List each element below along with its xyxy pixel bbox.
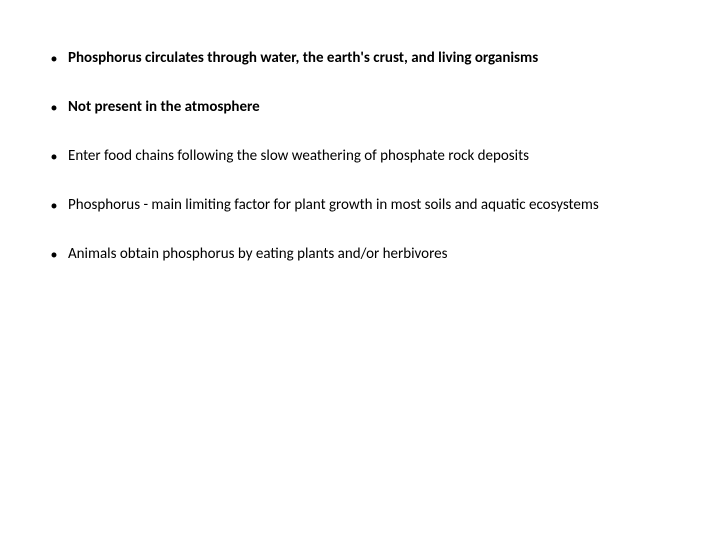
list-item: • Phosphorus - main limiting factor for … xyxy=(40,195,664,216)
list-item: • Animals obtain phosphorus by eating pl… xyxy=(40,244,664,265)
bullet-text: Phosphorus circulates through water, the… xyxy=(68,48,664,68)
bullet-icon: • xyxy=(40,244,68,265)
bullet-text: Enter food chains following the slow wea… xyxy=(68,146,664,166)
bullet-text: Animals obtain phosphorus by eating plan… xyxy=(68,244,664,264)
bullet-text: Not present in the atmosphere xyxy=(68,97,664,117)
slide: • Phosphorus circulates through water, t… xyxy=(0,0,720,540)
bullet-list: • Phosphorus circulates through water, t… xyxy=(40,48,664,265)
bullet-text: Phosphorus - main limiting factor for pl… xyxy=(68,195,664,215)
list-item: • Phosphorus circulates through water, t… xyxy=(40,48,664,69)
list-item: • Enter food chains following the slow w… xyxy=(40,146,664,167)
bullet-icon: • xyxy=(40,146,68,167)
bullet-icon: • xyxy=(40,48,68,69)
bullet-icon: • xyxy=(40,97,68,118)
list-item: • Not present in the atmosphere xyxy=(40,97,664,118)
bullet-icon: • xyxy=(40,195,68,216)
